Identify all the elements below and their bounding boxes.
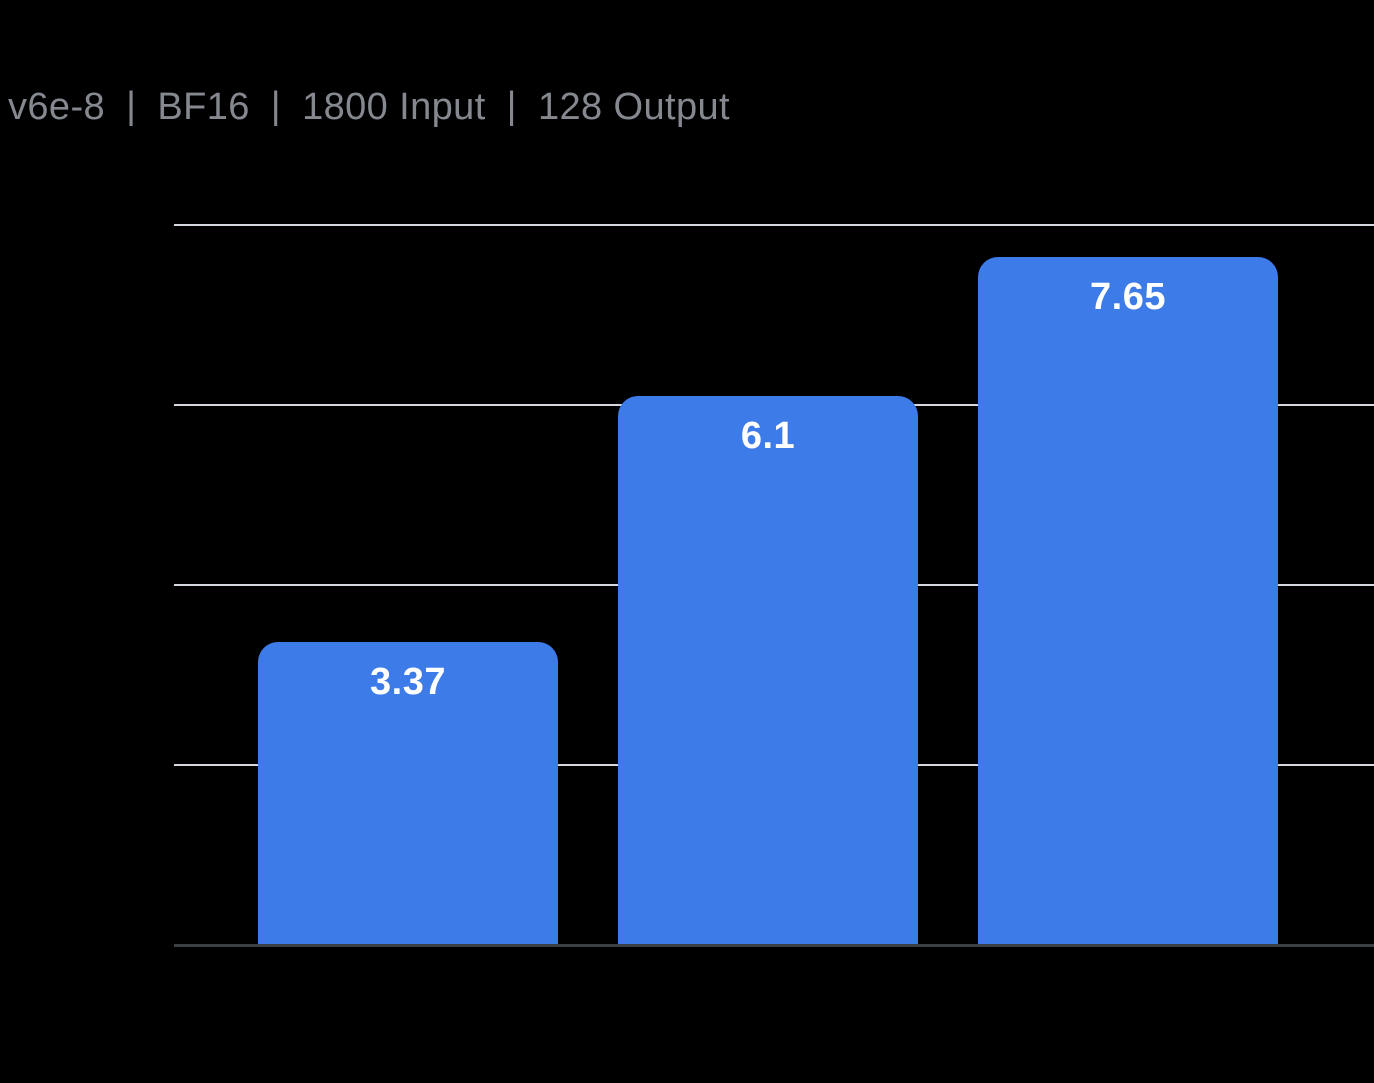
gridline-y-8 bbox=[174, 224, 1374, 226]
bar-value-label: 6.1 bbox=[740, 415, 796, 457]
title-segment: 1800 Input bbox=[302, 86, 486, 128]
chart-title: v6e-8 | BF16 | 1800 Input | 128 Output bbox=[8, 85, 730, 129]
title-separator: | bbox=[270, 85, 282, 127]
bar-value-label: 3.37 bbox=[370, 660, 446, 703]
title-separator: | bbox=[506, 85, 517, 127]
bar: 7.65 bbox=[978, 256, 1278, 945]
title-segment: BF16 bbox=[157, 86, 250, 128]
bar: 6.1 bbox=[618, 396, 918, 945]
title-separator: | bbox=[126, 85, 137, 127]
bar: 3.37 bbox=[258, 641, 558, 945]
x-axis-baseline bbox=[174, 944, 1374, 947]
bar-value-label: 7.65 bbox=[1090, 275, 1166, 318]
plot-area: 3.37 6.1 7.65 bbox=[174, 224, 1374, 947]
title-segment: v6e-8 bbox=[8, 86, 106, 128]
title-segment: 128 Output bbox=[537, 86, 730, 128]
